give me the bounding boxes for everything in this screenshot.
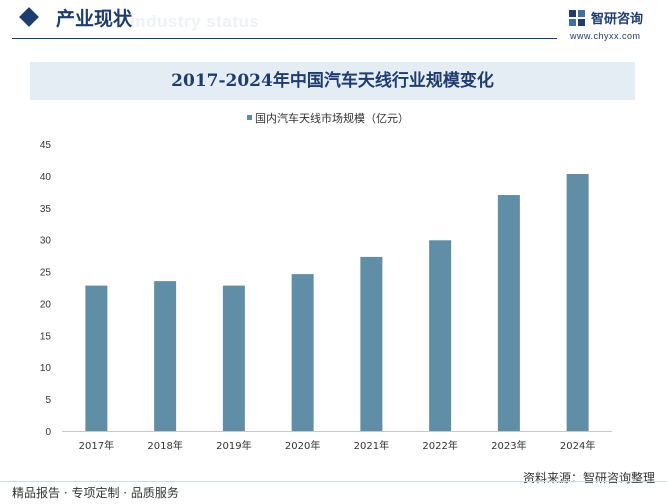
x-tick-label: 2024年 [560,439,595,452]
y-tick-label: 0 [45,427,51,438]
bar [154,281,177,431]
y-tick-label: 5 [45,395,51,406]
y-tick-label: 25 [40,268,52,279]
x-tick-label: 2022年 [422,439,457,452]
legend-swatch [247,115,252,120]
x-tick-label: 2023年 [491,439,526,452]
source-note: 资料来源：智研咨询整理 [522,471,655,485]
logo-url: www.chyxx.com [570,31,641,41]
logo-name: 智研咨询 [591,12,644,27]
y-tick-label: 40 [40,172,52,183]
bar [291,274,314,431]
bar [429,240,452,431]
bar [222,285,245,431]
y-tick-label: 30 [40,236,52,247]
x-tick-label: 2020年 [285,439,320,452]
y-tick-label: 35 [40,204,52,215]
bar [497,195,520,431]
y-tick-label: 45 [40,140,52,151]
x-tick-label: 2018年 [147,439,182,452]
bar [360,256,383,431]
header-divider [12,38,557,39]
bar [85,285,108,431]
y-tick-label: 15 [40,331,52,342]
chart-title-band: 2017-2024年中国汽车天线行业规模变化 [30,62,635,100]
footer-slogan: 精品报告 · 专项定制 · 品质服务 [12,486,179,500]
header: Industry status 产业现状 智研咨询 www.chyxx.com [0,0,667,44]
legend-label: 国内汽车天线市场规模（亿元） [255,111,409,125]
bar [566,173,589,431]
x-tick-label: 2019年 [216,439,251,452]
chart-title: 2017-2024年中国汽车天线行业规模变化 [171,71,494,91]
footer-divider [0,481,667,482]
brand-logo: 智研咨询 www.chyxx.com [566,6,662,44]
logo-icon [569,10,585,26]
x-tick-label: 2017年 [79,439,114,452]
y-tick-label: 20 [40,299,52,310]
header-watermark-text: Industry status [130,12,260,31]
y-tick-label: 10 [40,363,52,374]
section-title: 产业现状 [56,8,133,30]
x-tick-label: 2021年 [354,439,389,452]
